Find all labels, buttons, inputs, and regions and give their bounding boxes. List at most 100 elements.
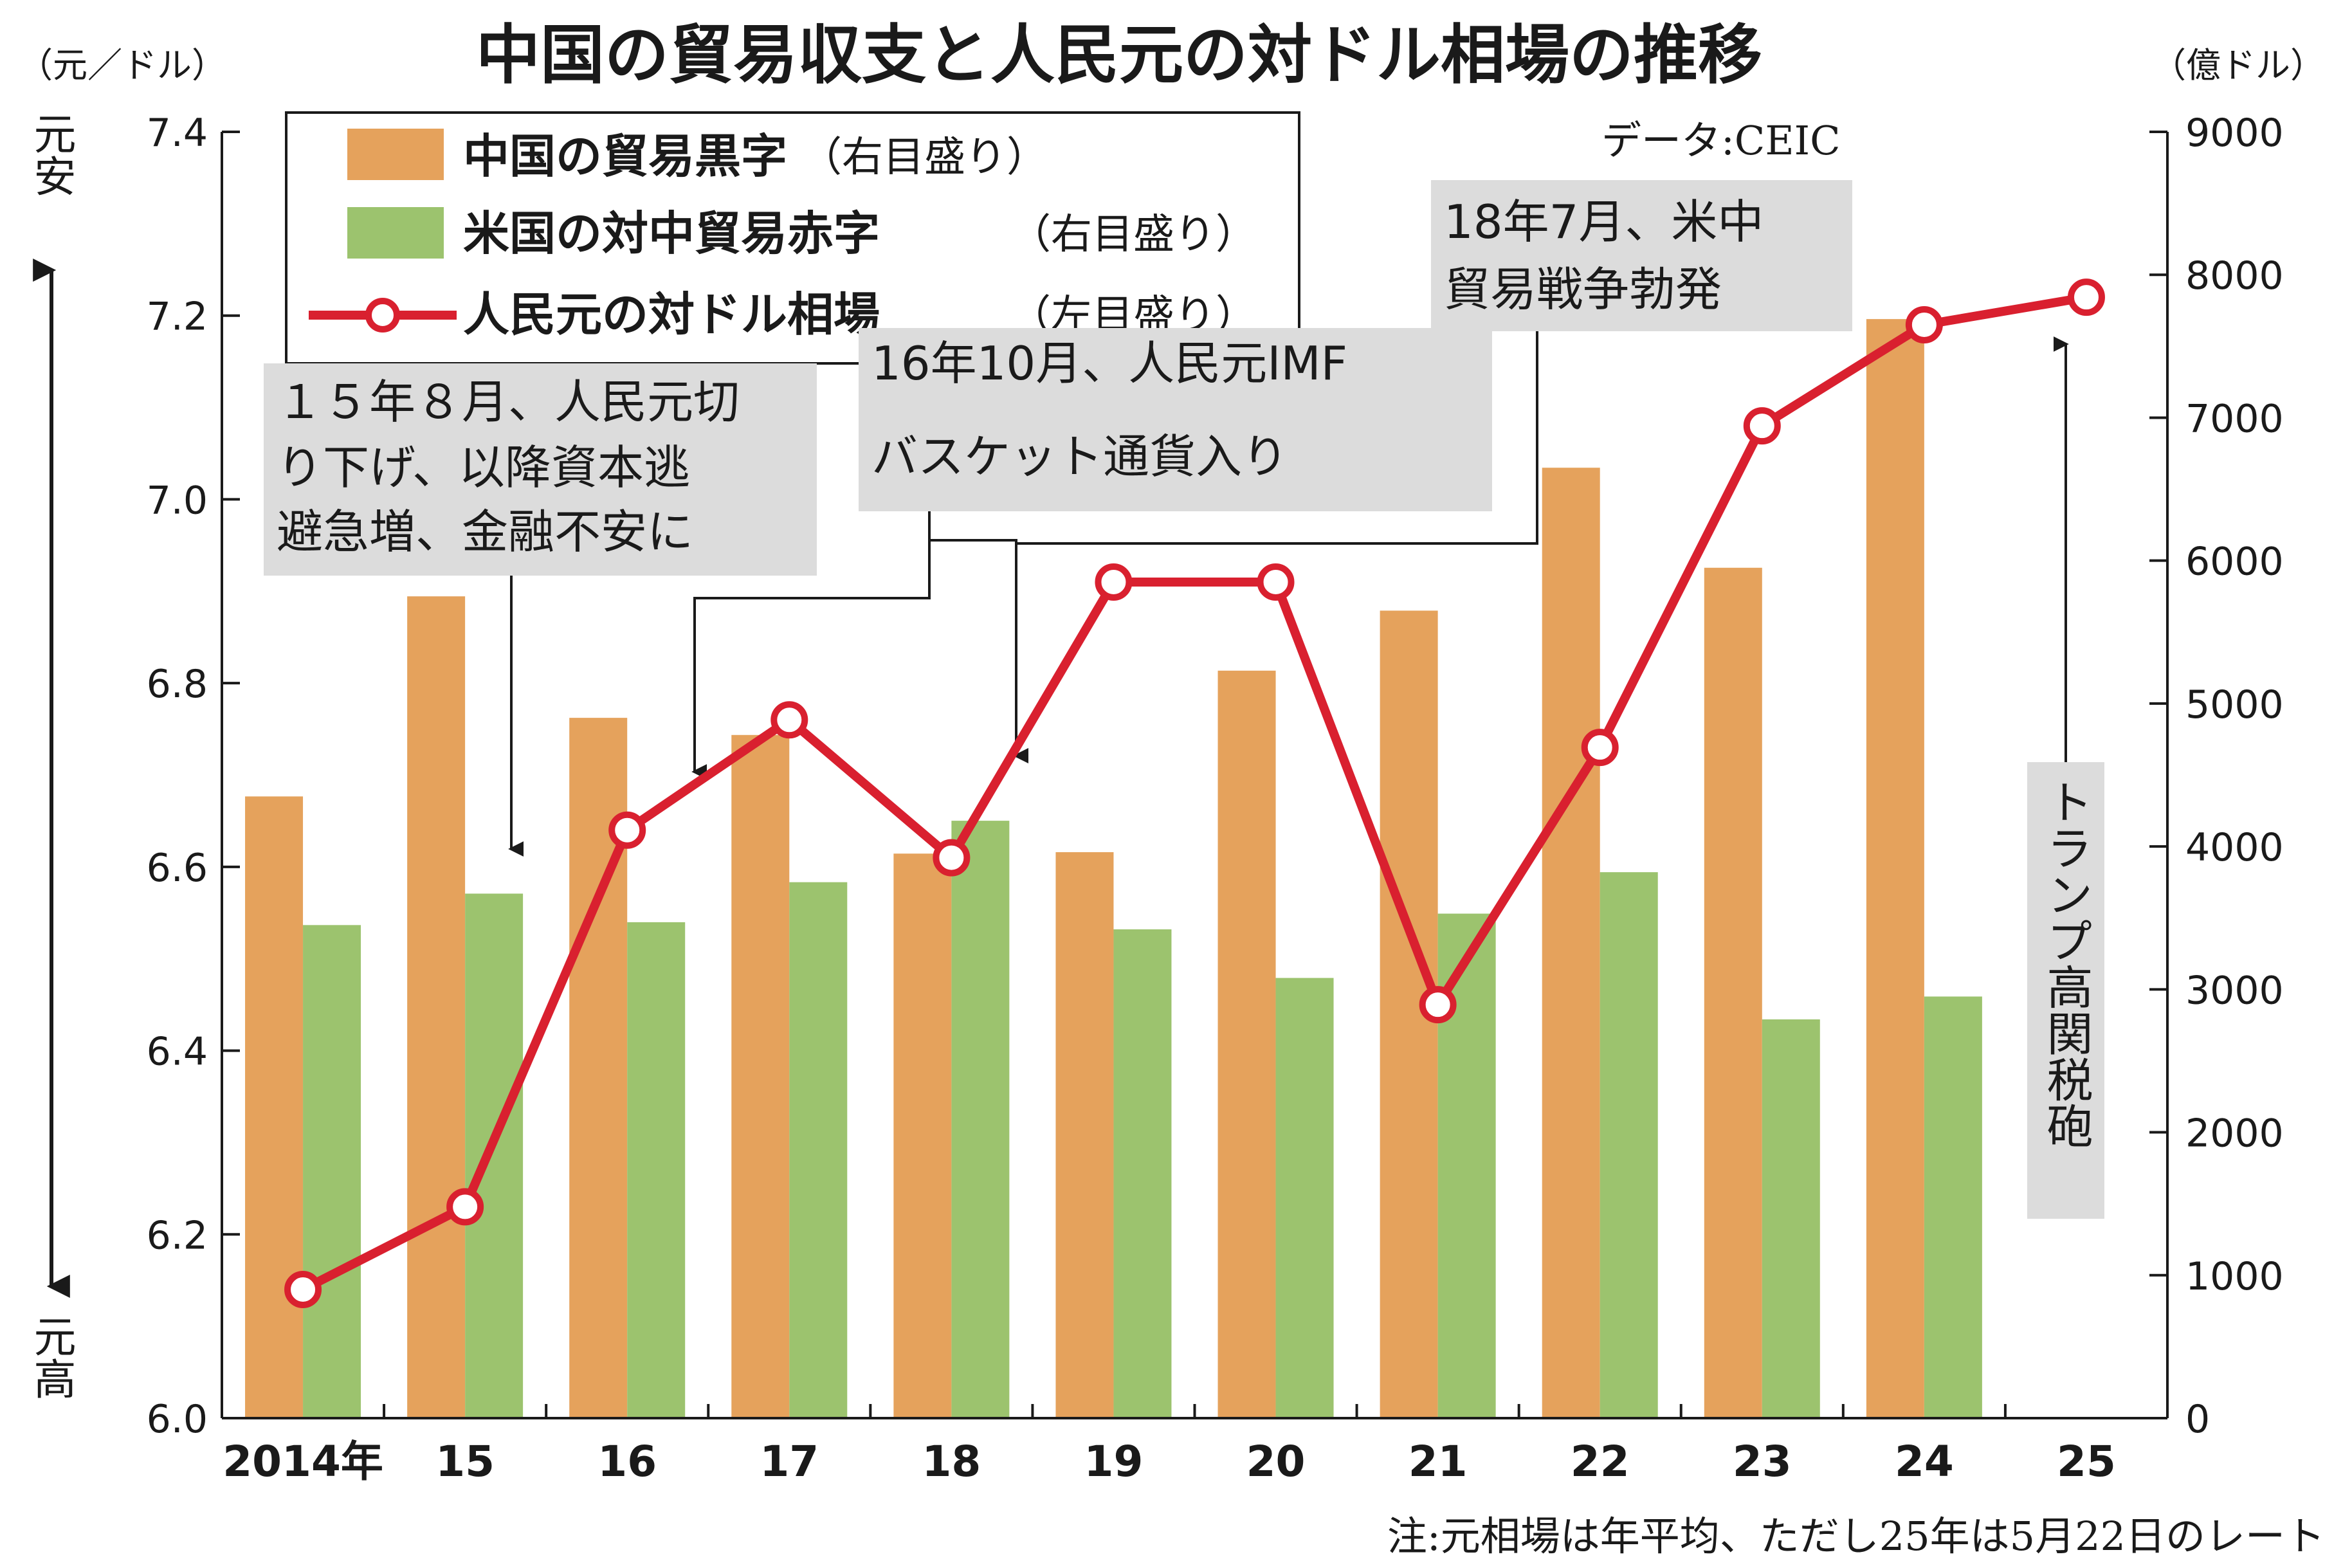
annotation-2015: １５年８月、人民元切 り下げ、以降資本逃 避急増、金融不安に — [264, 363, 817, 576]
right-tick-label: 2000 — [2185, 1111, 2284, 1156]
annotation-2018-box — [1431, 180, 1852, 331]
rate-point-3 — [770, 701, 808, 739]
x-tick-label: 20 — [1246, 1437, 1306, 1486]
rate-line-layer — [284, 278, 2105, 1308]
annotation-2015-line2: り下げ、以降資本逃 — [277, 441, 690, 495]
annotation-2015-line3: 避急増、金融不安に — [277, 505, 693, 559]
bar-deficit-10 — [1924, 996, 1982, 1418]
left-tick-label: 6.4 — [147, 1030, 208, 1075]
x-tick-label: 22 — [1571, 1437, 1630, 1486]
right-tick-label: 0 — [2185, 1397, 2210, 1442]
right-tick-label: 7000 — [2185, 396, 2284, 441]
bars-layer — [245, 319, 1982, 1419]
bar-surplus-6 — [1217, 670, 1276, 1418]
annotation-2018-line1: 18年7月、米中 — [1444, 195, 1764, 249]
bar-deficit-1 — [465, 893, 524, 1418]
side-label-strong: 元高 — [27, 1315, 77, 1399]
bar-surplus-1 — [407, 596, 466, 1419]
x-tick-label: 25 — [2057, 1437, 2116, 1486]
rate-point-9 — [1743, 407, 1781, 445]
pointer-2018 — [1013, 331, 1538, 763]
left-axis-unit: （元／ドル） — [18, 45, 226, 86]
left-tick-label: 6.8 — [147, 662, 208, 707]
rate-point-7 — [1419, 986, 1457, 1024]
annotation-2025-text: トランプ高関税砲 — [2039, 778, 2093, 1149]
bar-deficit-3 — [789, 882, 848, 1418]
annotation-2025: トランプ高関税砲 — [2027, 762, 2104, 1219]
rate-point-8 — [1581, 729, 1619, 767]
x-tick-label: 21 — [1408, 1437, 1468, 1486]
legend-swatch-surplus — [347, 129, 444, 180]
annotation-2015-box — [264, 363, 817, 576]
annotation-2018-line2: 貿易戦争勃発 — [1444, 262, 1722, 316]
x-tick-label: 23 — [1733, 1437, 1792, 1486]
legend-label-deficit: 米国の対中貿易赤字 — [463, 206, 880, 260]
rate-point-10 — [1905, 306, 1943, 343]
bar-surplus-0 — [245, 796, 304, 1418]
rate-point-11 — [2067, 278, 2105, 316]
left-tick-label: 7.4 — [147, 111, 208, 156]
right-tick-label: 6000 — [2185, 540, 2284, 585]
axes-layer: 6.0 6.2 6.4 6.6 6.8 7.0 7.2 7.4 0 1000 2000 3000 400… — [147, 111, 2284, 1486]
left-tick-label: 6.2 — [147, 1213, 208, 1258]
annotation-2015-line1: １５年８月、人民元切 — [277, 375, 740, 429]
bar-deficit-8 — [1600, 872, 1658, 1418]
x-tick-label: 18 — [922, 1437, 981, 1486]
x-tick-label: 17 — [760, 1437, 819, 1486]
annotation-2025-box — [2027, 762, 2104, 1219]
side-label-weak: 元安 — [27, 112, 77, 197]
pointer-2016-a — [691, 511, 931, 779]
bar-surplus-9 — [1704, 567, 1762, 1418]
right-tick-label: 1000 — [2185, 1254, 2284, 1299]
legend-label-surplus: 中国の貿易黒字 — [463, 129, 787, 183]
right-axis-unit: （億ドル） — [2151, 45, 2325, 86]
bar-deficit-4 — [951, 821, 1010, 1418]
right-tick-label: 5000 — [2185, 682, 2284, 727]
bar-surplus-10 — [1866, 319, 1924, 1419]
x-tick-label: 19 — [1084, 1437, 1144, 1486]
x-tick-label: 16 — [597, 1437, 657, 1486]
bar-surplus-8 — [1542, 468, 1600, 1419]
annotation-2016: 16年10月、人民元IMF バスケット通貨入り — [859, 328, 1492, 511]
legend-note-deficit: （右目盛り） — [1010, 211, 1257, 259]
footnote: 注:元相場は年平均、ただし25年は5月22日のレート — [1387, 1513, 2325, 1560]
bar-deficit-5 — [1113, 929, 1172, 1418]
rate-point-6 — [1257, 563, 1295, 601]
legend-note-surplus: （右目盛り） — [801, 134, 1048, 181]
rate-point-2 — [608, 811, 646, 849]
bar-surplus-5 — [1055, 852, 1114, 1418]
right-tick-label: 9000 — [2185, 111, 2284, 156]
annotation-2018: 18年7月、米中 貿易戦争勃発 — [1431, 180, 1852, 331]
annotation-2016-line1: 16年10月、人民元IMF — [871, 336, 1347, 390]
x-tick-label: 15 — [435, 1437, 495, 1486]
bar-deficit-0 — [303, 925, 361, 1418]
rate-line — [300, 293, 2088, 1294]
pointer-2016-b — [928, 511, 1029, 763]
x-tick-label: 24 — [1895, 1437, 1954, 1486]
legend-marker-rate — [365, 298, 400, 333]
legend-swatch-deficit — [347, 207, 444, 259]
left-tick-label: 7.0 — [147, 478, 208, 523]
bar-deficit-9 — [1762, 1019, 1820, 1418]
legend-frame — [285, 111, 1300, 365]
annotation-2016-line2: バスケット通貨入り — [871, 430, 1288, 484]
right-tick-label: 3000 — [2185, 968, 2284, 1013]
bar-deficit-6 — [1275, 978, 1334, 1418]
rate-point-0 — [284, 1271, 322, 1308]
left-tick-label: 7.2 — [147, 295, 208, 340]
legend: 中国の貿易黒字 （右目盛り） 米国の対中貿易赤字 （右目盛り） 人民元の対ドル相… — [285, 111, 1300, 365]
right-tick-label: 8000 — [2185, 253, 2284, 298]
bar-surplus-3 — [731, 734, 790, 1418]
annotation-pointers — [508, 331, 2069, 857]
source-label: データ:CEIC — [1601, 117, 1841, 164]
rate-point-1 — [446, 1188, 484, 1226]
bar-surplus-4 — [893, 853, 952, 1418]
right-tick-label: 4000 — [2185, 825, 2284, 870]
rate-point-5 — [1095, 563, 1133, 601]
rate-point-4 — [933, 839, 971, 877]
annotation-2016-box — [859, 328, 1492, 511]
left-tick-label: 6.0 — [147, 1397, 208, 1442]
chart-title: 中国の貿易収支と人民元の対ドル相場の推移 — [476, 17, 1762, 93]
left-tick-label: 6.6 — [147, 846, 208, 891]
